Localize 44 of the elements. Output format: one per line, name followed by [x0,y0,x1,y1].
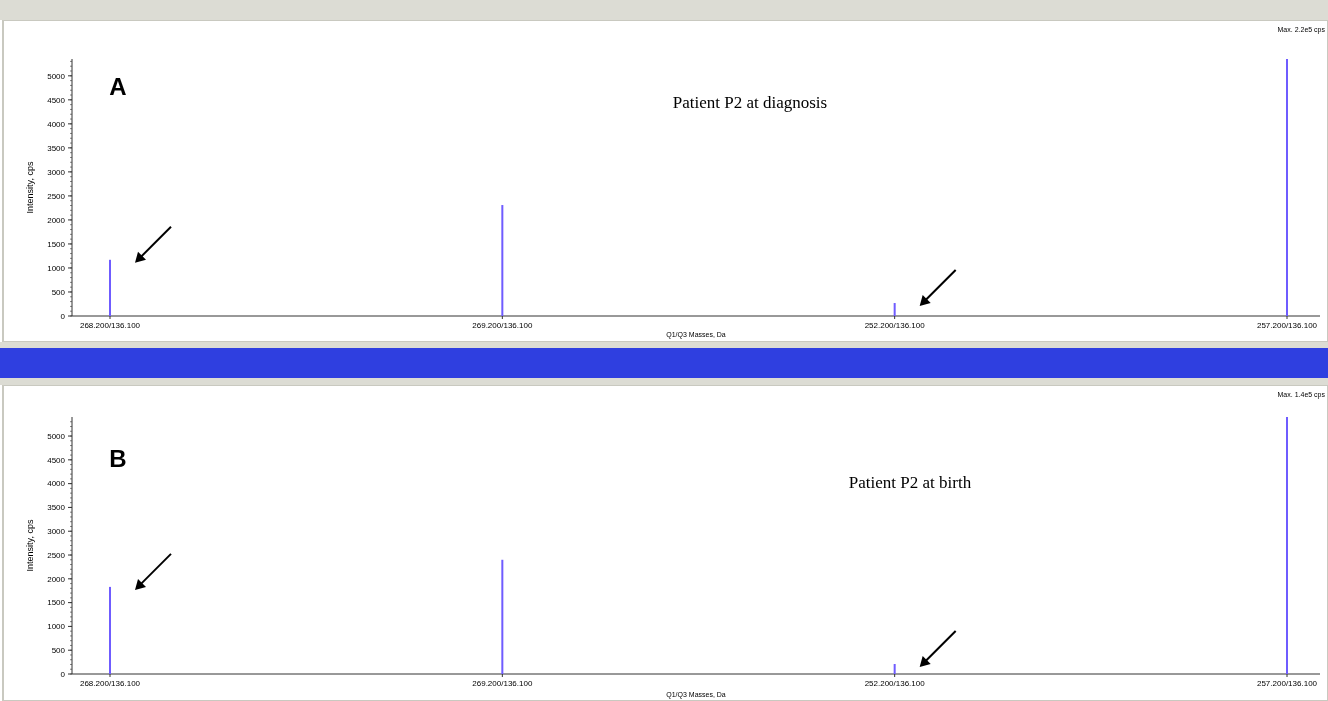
y-tick-label: 4000 [47,119,66,129]
x-tick-label: 257.200/136.100 [1256,321,1318,330]
y-tick-label: 1500 [47,598,66,608]
y-tick-label: 0 [60,669,66,679]
y-tick-label: 4500 [47,95,66,105]
y-tick-label: 3000 [47,167,66,177]
x-tick-label: 269.200/136.100 [472,679,533,688]
y-tick-label: 1500 [47,239,66,249]
y-tick-label: 5000 [47,71,66,81]
y-axis-title: Intensity, cps [25,161,35,214]
y-tick-label: 1000 [47,263,66,273]
bar [501,559,504,674]
x-tick-label: 268.200/136.100 [79,321,141,330]
y-tick-label: 500 [51,287,66,297]
bar [109,259,111,316]
bar [1286,417,1288,674]
annotation: A [109,73,127,100]
x-tick-label: 269.200/136.100 [472,321,533,330]
y-tick-label: 5000 [47,431,66,441]
y-tick-label: 4500 [47,455,66,465]
x-tick-label: 252.200/136.100 [864,679,926,688]
y-tick-label: 2500 [47,550,66,560]
annotation: B [109,445,127,472]
y-tick-label: 2000 [47,215,66,225]
text: Patient P2 at diagnosis [672,93,828,112]
y-tick-label: 2000 [47,574,66,584]
x-tick-label: 268.200/136.100 [79,679,141,688]
y-tick-label: 500 [51,646,66,655]
y-tick-label: 3500 [47,143,66,153]
bar [893,664,896,674]
x-tick-label: 252.200/136.100 [864,321,926,330]
bar [501,205,504,316]
x-tick-label: 257.200/136.100 [1256,679,1318,688]
text: Patient P2 at birth [848,473,972,492]
bar [893,303,896,316]
y-tick-label: 3000 [47,527,66,537]
y-tick-label: 4000 [47,479,66,489]
y-tick-label: 0 [60,311,66,321]
y-tick-label: 1000 [47,622,66,632]
y-tick-label: 3500 [47,503,66,513]
y-tick-label: 2500 [47,191,66,201]
bar [109,586,111,674]
bar [1286,59,1288,316]
y-axis-title: Intensity, cps [25,519,35,572]
